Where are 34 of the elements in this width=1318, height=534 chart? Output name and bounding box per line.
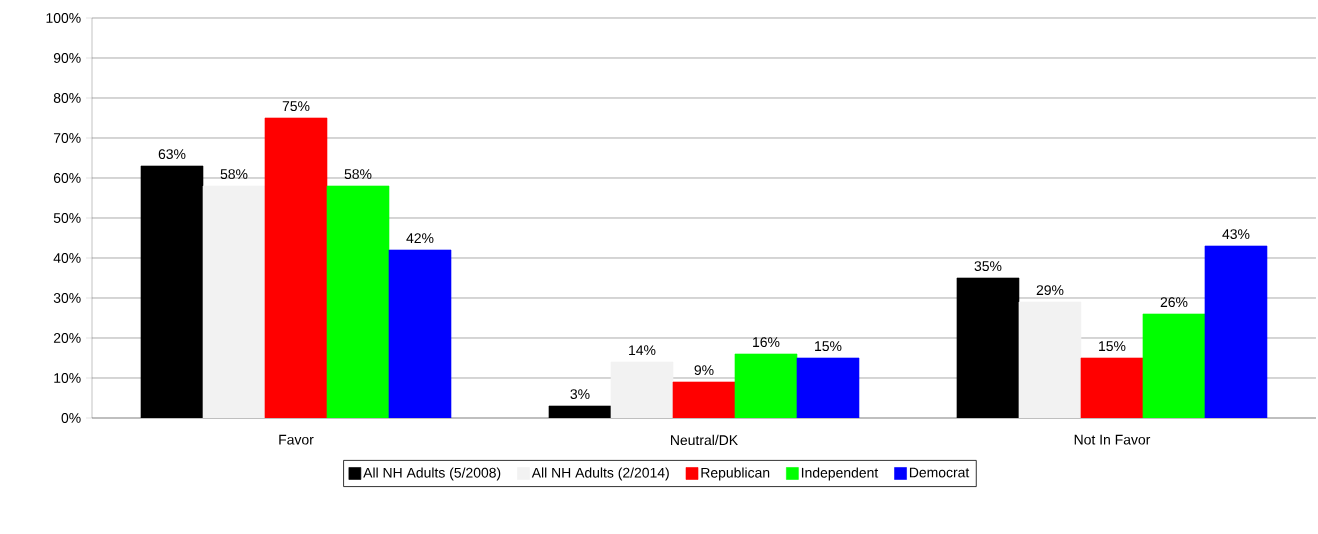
data-label: 9%	[694, 365, 714, 376]
y-tick-label: 90%	[53, 53, 81, 63]
y-tick-label: 70%	[53, 133, 81, 143]
data-label: 58%	[220, 169, 248, 180]
legend-label: Independent	[801, 467, 879, 481]
data-label: 16%	[753, 337, 780, 348]
x-tick-label: Neutral/DK	[671, 434, 738, 446]
y-tick-label: 10%	[54, 373, 81, 383]
data-label: 15%	[1099, 341, 1126, 352]
x-tick-label: Not In Favor	[1074, 434, 1151, 445]
legend-label: All NH Adults (5/2008)	[363, 467, 501, 481]
y-tick-label: 100%	[46, 13, 81, 23]
data-label: 15%	[815, 341, 842, 352]
y-tick-label: 50%	[53, 213, 81, 223]
y-tick-label: 40%	[53, 253, 81, 263]
data-label: 58%	[344, 169, 372, 180]
legend-label: Republican	[701, 467, 770, 481]
y-tick-label: 0%	[61, 413, 81, 423]
data-label: 3%	[570, 389, 590, 400]
data-label: 26%	[1160, 297, 1188, 308]
y-tick-label: 80%	[53, 93, 81, 103]
data-label: 35%	[974, 261, 1002, 272]
y-tick-label: 60%	[53, 173, 81, 183]
data-label: 14%	[629, 345, 656, 356]
y-tick-label: 30%	[53, 293, 81, 303]
data-label: 43%	[1222, 229, 1250, 240]
data-label: 75%	[282, 101, 310, 112]
legend-label: Democrat	[909, 467, 970, 478]
data-label: 42%	[406, 233, 434, 244]
x-tick-label: Favor	[279, 434, 314, 445]
legend-label: All NH Adults (2/2014)	[531, 467, 669, 481]
y-tick-label: 20%	[53, 333, 81, 343]
data-label: 29%	[1036, 285, 1064, 296]
data-label: 63%	[158, 149, 186, 160]
